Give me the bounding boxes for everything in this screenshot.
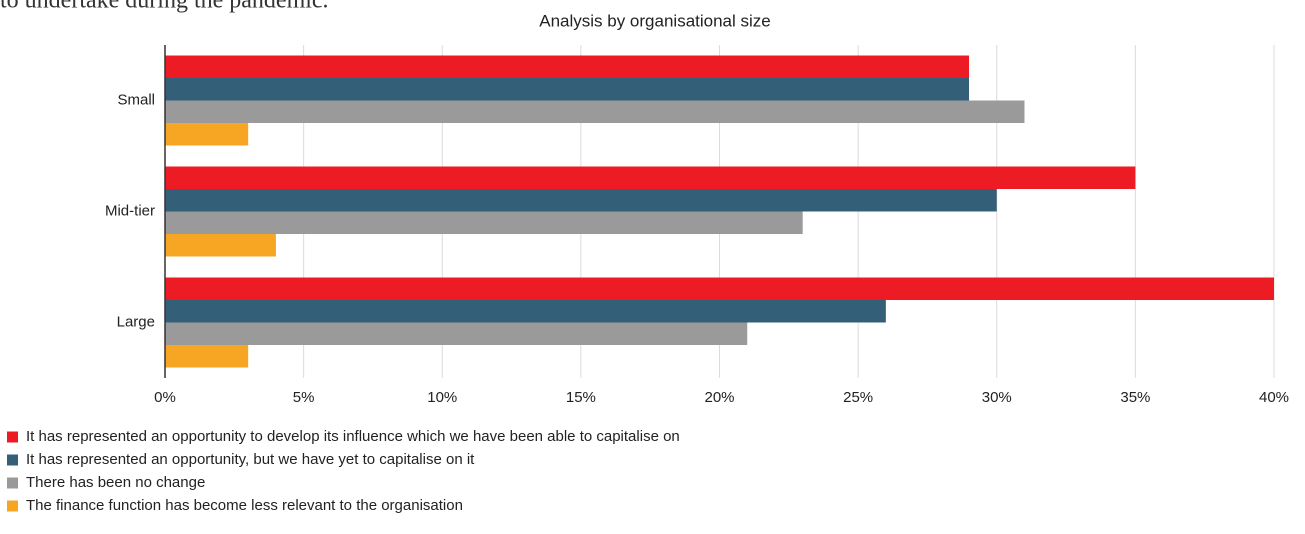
intro-text: to undertake during the pandemic. <box>0 0 329 14</box>
legend-label: It has represented an opportunity, but w… <box>26 451 475 468</box>
chart-title: Analysis by organisational size <box>539 11 771 30</box>
bar <box>165 211 803 234</box>
x-tick-label: 25% <box>843 389 873 406</box>
bar <box>165 100 1025 123</box>
bar <box>165 166 1136 189</box>
bar <box>165 322 748 345</box>
bar <box>165 78 970 101</box>
legend-label: There has been no change <box>26 474 205 491</box>
legend-swatch <box>7 454 18 466</box>
legend-label: The finance function has become less rel… <box>26 497 463 514</box>
y-tick-label: Mid-tier <box>105 202 155 219</box>
x-tick-label: 20% <box>704 389 734 406</box>
x-tick-label: 30% <box>982 389 1012 406</box>
legend-swatch <box>7 500 18 512</box>
bar <box>165 277 1274 300</box>
bar <box>165 300 886 323</box>
legend-label: It has represented an opportunity to dev… <box>26 428 680 445</box>
y-tick-label: Small <box>117 91 155 108</box>
x-tick-label: 15% <box>566 389 596 406</box>
bar <box>165 123 249 146</box>
x-tick-label: 35% <box>1120 389 1150 406</box>
bar <box>165 345 249 368</box>
y-tick-label: Large <box>117 313 155 330</box>
bar <box>165 189 997 212</box>
x-tick-label: 0% <box>154 389 176 406</box>
legend-swatch <box>7 477 18 489</box>
bar <box>165 234 276 257</box>
legend-swatch <box>7 431 18 443</box>
bar <box>165 55 970 78</box>
x-tick-label: 5% <box>293 389 315 406</box>
x-tick-label: 10% <box>427 389 457 406</box>
x-tick-label: 40% <box>1259 389 1289 406</box>
